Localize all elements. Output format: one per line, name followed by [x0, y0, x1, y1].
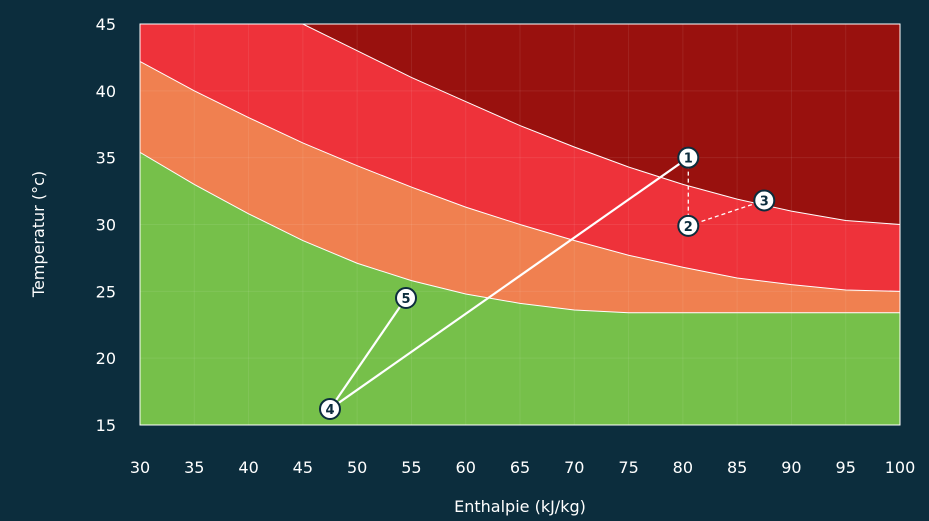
y-tick-label: 40 — [96, 82, 116, 101]
point-label: 3 — [760, 194, 769, 209]
x-tick-label: 65 — [510, 458, 530, 477]
process-lines — [329, 156, 765, 410]
process-line-4-1 — [329, 156, 689, 410]
y-axis-label: Temperatur (°c) — [29, 171, 48, 298]
y-tick-label: 30 — [96, 216, 116, 235]
process-point-3: 3 — [753, 189, 776, 212]
x-tick-label: 70 — [564, 458, 584, 477]
process-point-4: 4 — [319, 397, 341, 420]
x-tick-label: 90 — [781, 458, 801, 477]
grid-lines — [139, 23, 901, 426]
x-tick-label: 80 — [673, 458, 693, 477]
y-tick-label: 25 — [96, 282, 116, 301]
y-tick-label: 45 — [96, 15, 116, 34]
x-tick-label: 55 — [401, 458, 421, 477]
comfort-zones — [139, 23, 901, 426]
process-point-2: 2 — [677, 214, 700, 237]
point-marker — [677, 146, 700, 169]
y-tick-label: 20 — [96, 349, 116, 368]
x-tick-label: 45 — [293, 458, 313, 477]
point-label: 1 — [684, 152, 693, 167]
process-line-2-3 — [688, 199, 765, 227]
x-axis-ticks: 30 35 40 45 50 55 60 65 70 75 80 85 90 95 100 — [130, 458, 915, 477]
x-tick-label: 50 — [347, 458, 367, 477]
process-point-5: 5 — [395, 287, 417, 310]
point-marker — [395, 287, 417, 310]
y-tick-label: 35 — [96, 149, 116, 168]
x-tick-label: 75 — [618, 458, 638, 477]
x-tick-label: 85 — [727, 458, 747, 477]
x-tick-label: 60 — [456, 458, 476, 477]
point-marker — [753, 189, 776, 212]
process-point-1: 1 — [677, 146, 700, 169]
x-tick-label: 35 — [184, 458, 204, 477]
process-line-4-5 — [329, 297, 407, 410]
point-marker — [677, 214, 700, 237]
y-tick-label: 15 — [96, 416, 116, 435]
point-label: 4 — [325, 403, 334, 418]
zone-area-1 — [139, 151, 901, 426]
plot-border — [139, 23, 901, 426]
x-tick-label: 95 — [836, 458, 856, 477]
x-axis-label: Enthalpie (kJ/kg) — [454, 497, 586, 516]
y-axis-ticks: 15 20 25 30 35 40 45 — [96, 15, 116, 435]
x-tick-label: 40 — [238, 458, 258, 477]
x-tick-label: 100 — [885, 458, 916, 477]
point-label: 5 — [401, 292, 410, 307]
process-points: 1 2 3 4 5 — [319, 146, 776, 420]
x-tick-label: 30 — [130, 458, 150, 477]
point-label: 2 — [684, 220, 693, 235]
point-marker — [319, 397, 341, 420]
